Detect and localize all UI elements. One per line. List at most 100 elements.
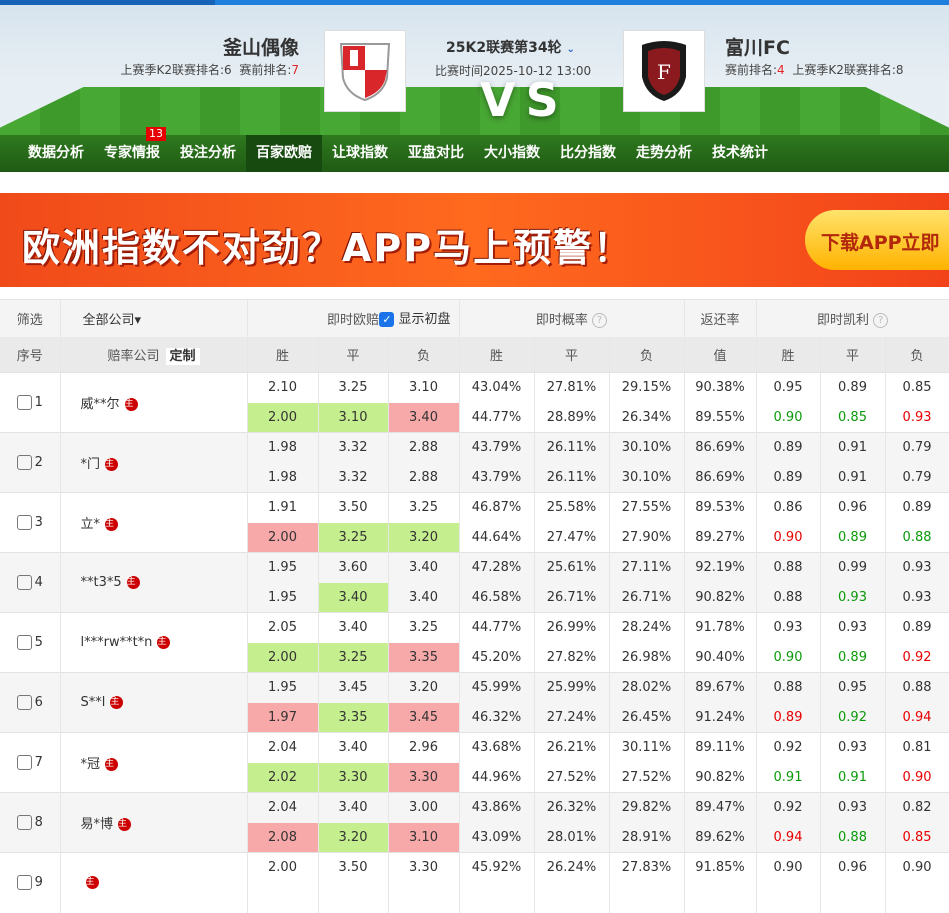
home-team-logo[interactable] [324, 30, 406, 112]
current-odds: 3.40 [318, 612, 389, 643]
initial-return: 89.27% [684, 522, 757, 553]
host-mark-icon: 主 [110, 696, 124, 709]
initial-prob: 27.47% [534, 522, 610, 553]
help-icon[interactable]: ? [873, 312, 889, 328]
initial-kelly: 0.90 [885, 762, 949, 793]
nav-tab-6[interactable]: 大小指数 [484, 145, 540, 161]
initial-odds: 1.95 [247, 582, 319, 613]
download-app-button[interactable]: 下载APP立即 [805, 210, 949, 270]
current-prob: 44.77% [459, 612, 535, 643]
initial-prob: 26.71% [534, 582, 610, 613]
initial-prob: 46.58% [459, 582, 535, 613]
initial-odds: 1.97 [247, 702, 319, 733]
current-kelly: 0.93 [756, 612, 821, 643]
app-promo-banner[interactable]: 欧洲指数不对劲？APP马上预警！ 下载APP立即 [0, 193, 949, 287]
company-name[interactable]: *门主 [60, 432, 248, 493]
initial-odds: 3.40 [388, 402, 460, 433]
company-filter-dropdown[interactable]: 全部公司▾ [60, 299, 248, 337]
away-team-logo[interactable]: F [623, 30, 705, 112]
current-prob: 47.28% [459, 552, 535, 583]
row-select[interactable]: 3 [0, 492, 61, 553]
current-kelly: 0.79 [885, 432, 949, 463]
company-name[interactable]: 主 [60, 852, 248, 913]
nav-tab-9[interactable]: 技术统计 [712, 145, 768, 161]
current-return: 89.67% [684, 672, 757, 703]
row-checkbox[interactable] [16, 575, 32, 590]
nav-tab-7[interactable]: 比分指数 [560, 145, 616, 161]
help-icon[interactable]: ? [592, 312, 608, 328]
initial-prob: 44.77% [459, 402, 535, 433]
company-name[interactable]: l***rw**t*n 主 [60, 612, 248, 673]
initial-odds: 2.02 [247, 762, 319, 793]
away-team-name[interactable]: 富川FC [725, 37, 790, 59]
row-select[interactable]: 9 [0, 852, 61, 913]
home-team-name[interactable]: 釜山偶像 [222, 37, 299, 59]
company-name[interactable]: **t3*5 主 [60, 552, 248, 613]
row-select[interactable]: 8 [0, 792, 61, 853]
initial-kelly: 0.93 [885, 582, 949, 613]
initial-odds: 2.00 [247, 522, 319, 553]
company-name[interactable]: *冠主 [60, 732, 248, 793]
row-select[interactable]: 4 [0, 552, 61, 613]
customize-button[interactable]: 定制 [165, 347, 200, 365]
initial-prob: 44.64% [459, 522, 535, 553]
initial-kelly: 0.88 [820, 822, 886, 853]
row-checkbox[interactable] [16, 755, 32, 770]
initial-odds: 3.35 [388, 642, 460, 673]
initial-kelly: 0.89 [820, 642, 886, 673]
company-name[interactable]: 威**尔主 [60, 372, 248, 433]
nav-tab-4[interactable]: 让球指数 [332, 145, 388, 161]
row-checkbox[interactable] [16, 395, 32, 410]
col-win: 胜 [247, 336, 319, 373]
current-prob: 25.58% [534, 492, 610, 523]
initial-prob: 26.34% [609, 402, 685, 433]
company-name[interactable]: S**l 主 [60, 672, 248, 733]
initial-kelly: 0.94 [756, 822, 821, 853]
row-select[interactable]: 6 [0, 672, 61, 733]
checkbox-checked-icon[interactable]: ✓ [379, 312, 395, 327]
initial-kelly: 0.79 [885, 462, 949, 493]
nav-tab-3[interactable]: 百家欧赔 [246, 135, 322, 172]
odds-table: 筛选 全部公司▾ 即时欧赔 ✓ 显示初盘 即时概率 ? 返还率 即时凯利 ? 序号 … [0, 299, 949, 913]
current-prob: 43.04% [459, 372, 535, 403]
row-select[interactable]: 1 [0, 372, 61, 433]
row-checkbox[interactable] [16, 515, 32, 530]
initial-odds: 2.08 [247, 822, 319, 853]
initial-odds: 2.88 [388, 462, 460, 493]
show-initial-toggle[interactable]: ✓ 显示初盘 [379, 308, 451, 327]
nav-tab-1[interactable]: 专家情报 13 [94, 127, 170, 172]
company-name[interactable]: 立* 主 [60, 492, 248, 553]
row-checkbox[interactable] [16, 815, 32, 830]
nav-tab-5[interactable]: 亚盘对比 [408, 145, 464, 161]
initial-prob: 26.98% [609, 642, 685, 673]
col-lose: 负 [609, 336, 685, 373]
current-odds: 3.25 [388, 612, 460, 643]
current-kelly: 0.93 [820, 792, 886, 823]
nav-tab-8[interactable]: 走势分析 [636, 145, 692, 161]
row-checkbox[interactable] [16, 695, 32, 710]
match-header: 釜山偶像 上赛季K2联赛排名:6 赛前排名:7 25K2联赛第34轮 ⌄ 比赛时… [0, 5, 949, 135]
row-select[interactable]: 2 [0, 432, 61, 493]
initial-odds: 3.35 [318, 702, 389, 733]
col-win: 胜 [459, 336, 535, 373]
current-kelly: 0.93 [820, 612, 886, 643]
initial-kelly: 0.88 [885, 522, 949, 553]
initial-prob: 46.32% [459, 702, 535, 733]
current-kelly: 0.89 [885, 492, 949, 523]
current-kelly: 0.88 [756, 672, 821, 703]
current-prob: 28.02% [609, 672, 685, 703]
initial-prob: 28.91% [609, 822, 685, 853]
nav-tab-0[interactable]: 数据分析 [28, 145, 84, 161]
row-checkbox[interactable] [16, 455, 32, 470]
row-select[interactable]: 7 [0, 732, 61, 793]
row-select[interactable]: 5 [0, 612, 61, 673]
initial-kelly: 0.91 [820, 762, 886, 793]
round-selector[interactable]: 25K2联赛第34轮 ⌄ [446, 40, 575, 56]
company-name[interactable]: 易*博主 [60, 792, 248, 853]
current-odds: 1.91 [247, 492, 319, 523]
col-draw: 平 [820, 336, 886, 373]
initial-prob: 27.24% [534, 702, 610, 733]
nav-tab-2[interactable]: 投注分析 [180, 145, 236, 161]
row-checkbox[interactable] [16, 635, 32, 650]
initial-odds: 3.20 [318, 822, 389, 853]
